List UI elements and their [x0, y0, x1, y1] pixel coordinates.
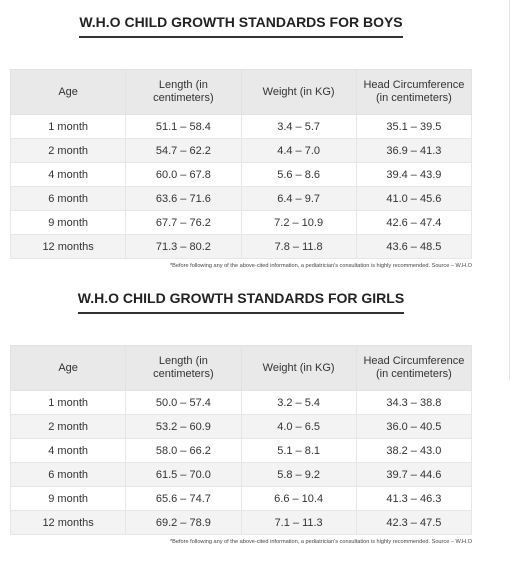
section: W.H.O CHILD GROWTH STANDARDS FOR GIRLS Ag… [0, 276, 482, 552]
table-cell: 9 month [9, 210, 127, 235]
table-cell: 42.3 – 47.5 [355, 510, 473, 535]
table-cell: 39.7 – 44.6 [355, 462, 473, 487]
table-cell: 63.6 – 71.6 [125, 186, 242, 211]
growth-table: Age Length (in centimeters) Weight (in KG)… [9, 345, 473, 535]
table-cell: 35.1 – 39.5 [355, 114, 473, 139]
section-title: W.H.O CHILD GROWTH STANDARDS FOR GIRLS [77, 290, 405, 314]
table-row: 9 month 65.6 – 74.7 6.6 – 10.4 41.3 – 46.3 [9, 486, 473, 511]
table-cell: 7.1 – 11.3 [240, 510, 357, 535]
table-cell: 6.6 – 10.4 [240, 486, 357, 511]
table-cell: 36.0 – 40.5 [355, 414, 473, 439]
scroll-edge [509, 0, 510, 380]
table-cell: 42.6 – 47.4 [355, 210, 473, 235]
column-header: Age [9, 69, 127, 115]
table-row: 6 month 63.6 – 71.6 6.4 – 9.7 41.0 – 45.6 [9, 186, 473, 211]
table-cell: 5.1 – 8.1 [240, 438, 357, 463]
header-row: Age Length (in centimeters) Weight (in KG)… [9, 69, 473, 115]
table-row: 2 month 53.2 – 60.9 4.0 – 6.5 36.0 – 40.5 [9, 414, 473, 439]
footnote: *Before following any of the above-cited… [169, 539, 472, 545]
table-cell: 6 month [9, 186, 127, 211]
growth-table: Age Length (in centimeters) Weight (in KG)… [9, 69, 473, 259]
table-cell: 61.5 – 70.0 [125, 462, 242, 487]
table-cell: 65.6 – 74.7 [125, 486, 242, 511]
table-cell: 2 month [9, 138, 127, 163]
table-cell: 1 month [9, 390, 127, 415]
table-cell: 4 month [9, 162, 127, 187]
table-cell: 4.4 – 7.0 [240, 138, 357, 163]
column-header: Weight (in KG) [240, 345, 357, 391]
table-cell: 6 month [9, 462, 127, 487]
column-header: Age [9, 345, 127, 391]
table-cell: 5.6 – 8.6 [240, 162, 357, 187]
table-row: 2 month 54.7 – 62.2 4.4 – 7.0 36.9 – 41.3 [9, 138, 473, 163]
table-row: 9 month 67.7 – 76.2 7.2 – 10.9 42.6 – 47.4 [9, 210, 473, 235]
table-cell: 34.3 – 38.8 [355, 390, 473, 415]
table-cell: 58.0 – 66.2 [125, 438, 242, 463]
section-title: W.H.O CHILD GROWTH STANDARDS FOR BOYS [79, 14, 403, 38]
table-cell: 71.3 – 80.2 [125, 234, 242, 259]
table-cell: 41.3 – 46.3 [355, 486, 473, 511]
table-cell: 12 months [9, 234, 127, 259]
table-cell: 9 month [9, 486, 127, 511]
table-cell: 1 month [9, 114, 127, 139]
table-cell: 4 month [9, 438, 127, 463]
table-cell: 69.2 – 78.9 [125, 510, 242, 535]
table-cell: 67.7 – 76.2 [125, 210, 242, 235]
table-cell: 60.0 – 67.8 [125, 162, 242, 187]
table-row: 4 month 58.0 – 66.2 5.1 – 8.1 38.2 – 43.0 [9, 438, 473, 463]
table-cell: 7.2 – 10.9 [240, 210, 357, 235]
table-cell: 5.8 – 9.2 [240, 462, 357, 487]
table-cell: 39.4 – 43.9 [355, 162, 473, 187]
header-row: Age Length (in centimeters) Weight (in KG)… [9, 345, 473, 391]
table-cell: 2 month [9, 414, 127, 439]
table-row: 4 month 60.0 – 67.8 5.6 – 8.6 39.4 – 43.9 [9, 162, 473, 187]
table-cell: 12 months [9, 510, 127, 535]
column-header: Length (in centimeters) [125, 345, 242, 391]
table-cell: 41.0 – 45.6 [355, 186, 473, 211]
table-cell: 51.1 – 58.4 [125, 114, 242, 139]
table-cell: 6.4 – 9.7 [240, 186, 357, 211]
title-wrap: W.H.O CHILD GROWTH STANDARDS FOR BOYS [0, 14, 482, 38]
table-cell: 43.6 – 48.5 [355, 234, 473, 259]
table-row: 6 month 61.5 – 70.0 5.8 – 9.2 39.7 – 44.6 [9, 462, 473, 487]
table-row: 12 months 71.3 – 80.2 7.8 – 11.8 43.6 – 48.… [9, 234, 473, 259]
table-cell: 3.2 – 5.4 [240, 390, 357, 415]
table-cell: 3.4 – 5.7 [240, 114, 357, 139]
column-header: Head Circumference (in centimeters) [355, 69, 473, 115]
table-row: 12 months 69.2 – 78.9 7.1 – 11.3 42.3 – 47.… [9, 510, 473, 535]
column-header: Length (in centimeters) [125, 69, 242, 115]
column-header: Head Circumference (in centimeters) [355, 345, 473, 391]
column-header: Weight (in KG) [240, 69, 357, 115]
table-cell: 4.0 – 6.5 [240, 414, 357, 439]
footnote: *Before following any of the above-cited… [169, 263, 472, 269]
table-cell: 54.7 – 62.2 [125, 138, 242, 163]
table-cell: 36.9 – 41.3 [355, 138, 473, 163]
table-row: 1 month 50.0 – 57.4 3.2 – 5.4 34.3 – 38.8 [9, 390, 473, 415]
title-wrap: W.H.O CHILD GROWTH STANDARDS FOR GIRLS [0, 290, 482, 314]
table-cell: 53.2 – 60.9 [125, 414, 242, 439]
table-cell: 7.8 – 11.8 [240, 234, 357, 259]
table-cell: 50.0 – 57.4 [125, 390, 242, 415]
table-row: 1 month 51.1 – 58.4 3.4 – 5.7 35.1 – 39.5 [9, 114, 473, 139]
section: W.H.O CHILD GROWTH STANDARDS FOR BOYS Age… [0, 0, 482, 276]
table-cell: 38.2 – 43.0 [355, 438, 473, 463]
